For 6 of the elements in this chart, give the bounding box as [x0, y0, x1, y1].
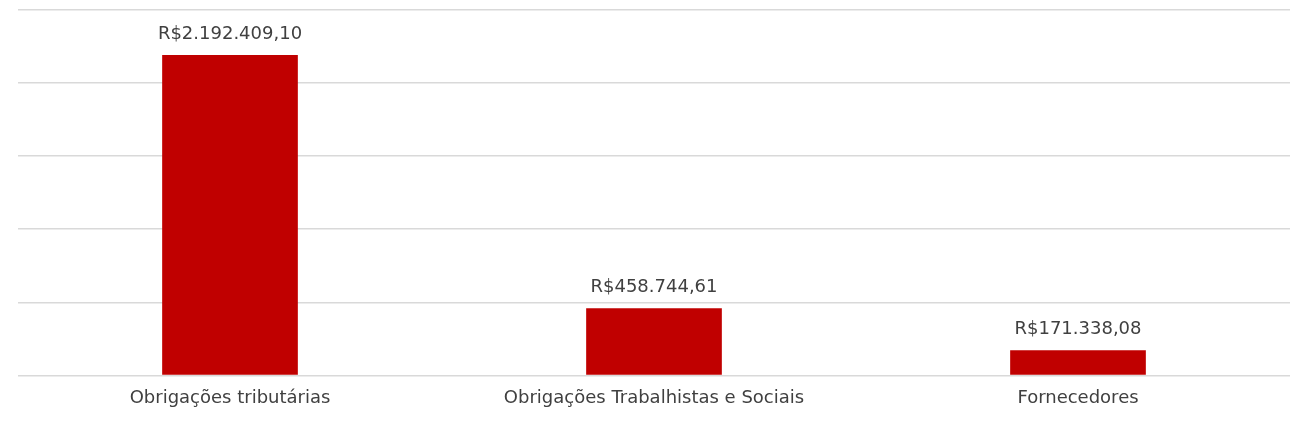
- data-label: R$2.192.409,10: [157, 21, 303, 43]
- x-tick-label: Obrigações tributárias: [129, 385, 331, 407]
- x-tick-label: Fornecedores: [1017, 385, 1139, 407]
- x-tick-label: Obrigações Trabalhistas e Sociais: [503, 385, 805, 407]
- data-label: R$171.338,08: [1014, 317, 1142, 339]
- data-label: R$458.744,61: [590, 275, 718, 297]
